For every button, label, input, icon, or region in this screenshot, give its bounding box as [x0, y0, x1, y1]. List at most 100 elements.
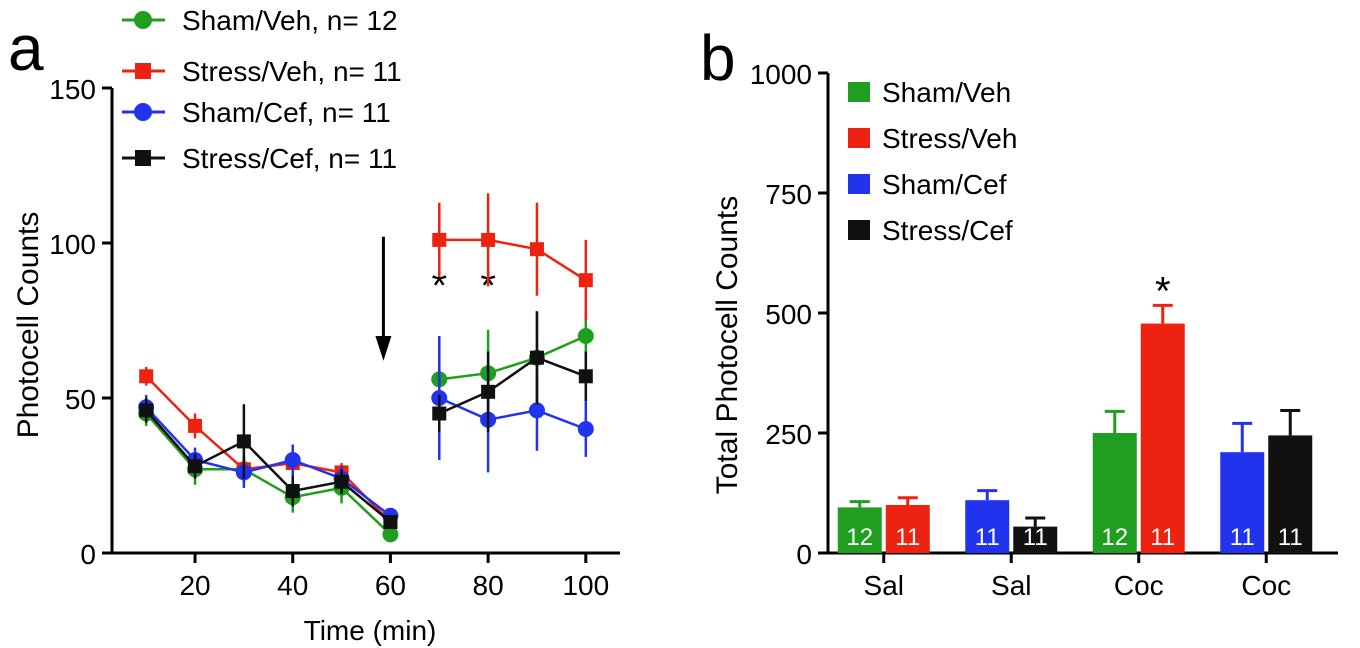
bar-6: 11	[1220, 421, 1265, 553]
chart-b-bars: 12 11 11 11 12 11 11 11	[837, 303, 1313, 553]
data-point	[188, 418, 203, 433]
legend-label: Sham/Veh, n= 12	[182, 5, 398, 36]
data-point	[528, 402, 545, 419]
chart-b-x-tick-label: Coc	[1114, 570, 1164, 601]
legend-marker	[135, 150, 151, 166]
series-line	[438, 356, 587, 415]
legend-swatch	[848, 174, 870, 194]
legend-label: Stress/Veh	[882, 123, 1017, 154]
bar-n-label: 11	[1023, 524, 1048, 551]
bar	[1140, 323, 1185, 553]
series-line	[145, 412, 392, 536]
legend-marker	[135, 63, 151, 79]
data-point	[139, 403, 154, 418]
legend-label: Sham/Cef, n= 11	[182, 97, 391, 128]
chart-a-x-tick-label: 80	[473, 570, 504, 601]
panel-label-a: a	[8, 12, 44, 84]
chart-a-x-tick-label: 20	[179, 570, 210, 601]
bar	[885, 505, 930, 553]
bar-3: 11	[1013, 516, 1058, 553]
series-line	[439, 334, 587, 381]
significance-asterisk: *	[1155, 270, 1171, 314]
data-point	[188, 459, 203, 474]
arrow-head	[375, 336, 392, 361]
bar-n-label: 11	[1150, 524, 1175, 551]
significance-asterisk: *	[431, 264, 447, 308]
chart-a-x-tick-label: 100	[562, 570, 609, 601]
chart-b-y-axis-label: Total Photocell Counts	[711, 196, 744, 495]
bar-7: 11	[1268, 408, 1313, 553]
bar-0: 12	[837, 500, 882, 553]
bar	[1092, 433, 1137, 553]
bar	[1013, 526, 1058, 553]
bar-2: 11	[965, 489, 1010, 553]
chart-b-x-tick-label: Sal	[864, 570, 904, 601]
data-point	[578, 369, 593, 384]
data-point	[383, 515, 398, 529]
bar	[1268, 435, 1313, 553]
series-line	[439, 238, 587, 282]
bar-4: 12	[1092, 409, 1137, 553]
chart-a-y-tick-label: 50	[65, 384, 96, 415]
data-point	[382, 526, 399, 543]
bar	[965, 500, 1010, 553]
data-point	[139, 369, 154, 384]
series-line	[438, 396, 587, 431]
legend-label: Stress/Cef	[882, 215, 1013, 246]
chart-a-x-tick-label: 40	[277, 570, 308, 601]
chart-a-y-axis-label: Photocell Counts	[12, 212, 45, 439]
bar-5: 11	[1140, 303, 1185, 553]
series-0	[138, 311, 594, 543]
panel-label-b: b	[700, 22, 736, 94]
data-point	[334, 474, 349, 489]
chart-b: 0 250 500 750 1000 Sal Sal Coc Coc * 12 11 11 11 12 11…	[711, 59, 1338, 601]
bar	[837, 507, 882, 553]
data-point	[529, 350, 544, 365]
data-point	[285, 484, 300, 498]
data-point	[577, 421, 594, 437]
bar	[1220, 452, 1265, 553]
data-point	[236, 434, 251, 449]
chart-b-x-tick-label: Coc	[1241, 570, 1291, 601]
legend-swatch	[848, 82, 870, 102]
data-point	[578, 273, 593, 288]
series-line	[145, 409, 392, 523]
bar-n-label: 11	[1278, 524, 1303, 551]
legend-label: Sham/Veh	[882, 77, 1011, 108]
data-point	[432, 232, 447, 247]
bar-1: 11	[885, 496, 930, 553]
chart-a-y-tick-label: 150	[49, 74, 96, 105]
chart-b-y-tick-label: 0	[796, 539, 812, 570]
data-point	[432, 406, 447, 421]
legend-label: Stress/Veh, n= 11	[182, 56, 402, 87]
bar-n-label: 12	[846, 524, 873, 551]
bar-n-label: 11	[1230, 524, 1255, 551]
chart-a-x-tick-label: 60	[375, 570, 406, 601]
chart-b-y-tick-label: 250	[765, 419, 812, 450]
chart-b-y-tick-label: 750	[765, 179, 812, 210]
legend-label: Stress/Cef, n= 11	[182, 143, 397, 174]
data-point	[481, 232, 496, 247]
chart-a-y-tick-label: 100	[49, 229, 96, 260]
data-point	[577, 328, 594, 344]
chart-a-y-tick-label: 0	[80, 539, 96, 570]
legend-swatch	[848, 128, 870, 148]
chart-a-legend: Sham/Veh, n= 12 Stress/Veh, n= 11 Sham/Cef…	[122, 5, 402, 174]
bar-n-label: 12	[1101, 524, 1128, 551]
legend-marker	[134, 103, 152, 121]
chart-b-x-tick-label: Sal	[991, 570, 1031, 601]
chart-a-x-axis-label: Time (min)	[304, 615, 437, 646]
series-3	[139, 311, 593, 529]
chart-b-y-tick-label: 500	[765, 299, 812, 330]
chart-b-y-tick-label: 1000	[750, 59, 812, 90]
data-point	[481, 384, 496, 399]
series-2	[138, 336, 594, 524]
data-point	[284, 452, 301, 468]
legend-swatch	[848, 220, 870, 240]
legend-marker	[134, 11, 152, 29]
bar-n-label: 11	[895, 524, 920, 551]
chart-b-legend: Sham/Veh Stress/Veh Sham/Cef Stress/Cef	[848, 77, 1017, 246]
